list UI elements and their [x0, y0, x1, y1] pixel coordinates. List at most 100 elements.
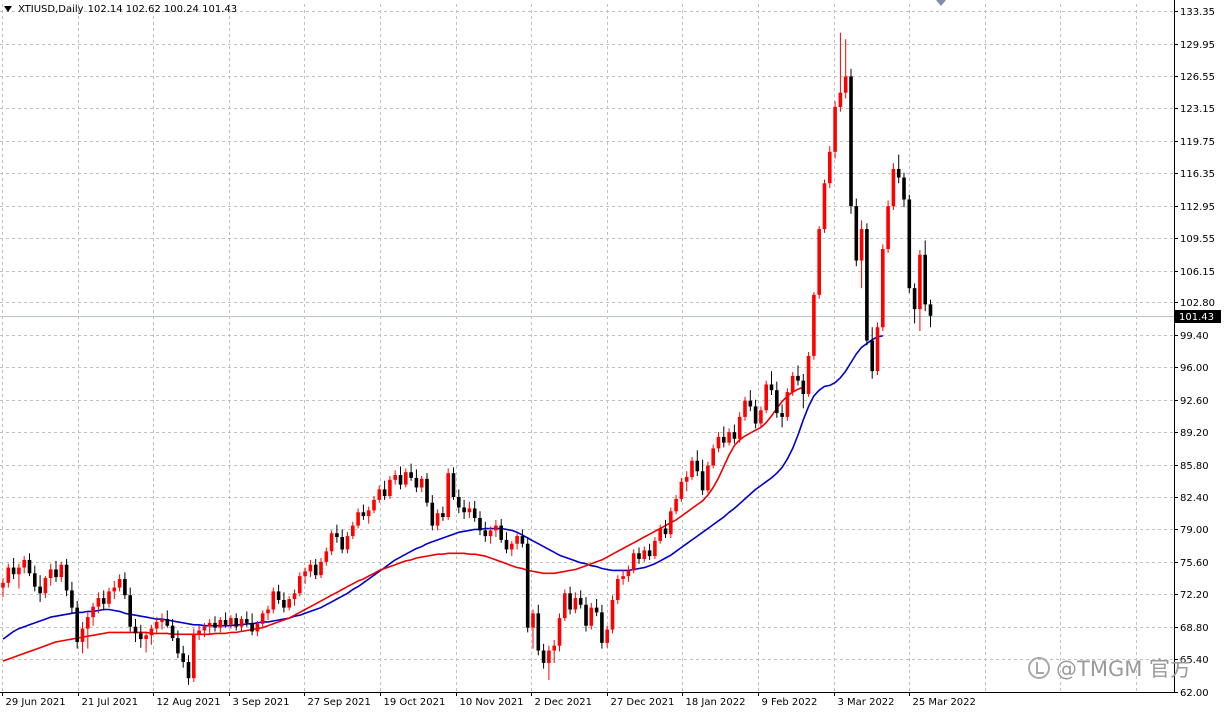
x-tick-label: 2 Dec 2021 — [535, 697, 593, 708]
candle-body — [59, 564, 64, 578]
candle-body — [345, 536, 350, 550]
dropdown-triangle-icon[interactable] — [4, 6, 12, 12]
watermark-text: @TMGM 官方 — [1056, 657, 1192, 681]
bear-candle — [38, 575, 42, 602]
candle-body — [838, 92, 843, 107]
candle-body — [918, 254, 922, 310]
bull-candle — [112, 580, 117, 600]
bear-candle — [234, 613, 238, 631]
candle-body — [870, 340, 874, 372]
candle-body — [404, 472, 408, 485]
bull-candle — [388, 476, 392, 499]
bear-candle — [849, 68, 853, 214]
candle-body — [584, 604, 588, 626]
bull-candle — [711, 444, 715, 469]
candle-body — [594, 607, 599, 613]
bull-candle — [419, 476, 424, 493]
bear-candle — [70, 581, 74, 614]
candle-body — [520, 536, 525, 544]
candle-body — [578, 598, 583, 605]
candle-body — [711, 448, 715, 466]
candle-body — [11, 567, 16, 575]
bear-candle — [139, 624, 143, 648]
candle-body — [48, 569, 53, 579]
candle-body — [912, 288, 917, 310]
bull-candle — [266, 605, 270, 621]
chart-shift-marker-icon[interactable] — [936, 0, 946, 6]
candle-body — [865, 229, 869, 341]
x-tick-label: 3 Sep 2021 — [233, 697, 290, 708]
bear-candle — [33, 565, 37, 592]
candle-body — [790, 375, 795, 393]
bull-candle — [642, 546, 647, 562]
bear-candle — [923, 240, 927, 312]
bull-candle — [891, 163, 896, 210]
candle-body — [22, 559, 26, 568]
candle-body — [923, 254, 927, 305]
candle-body — [504, 539, 509, 550]
bear-candle — [340, 529, 344, 554]
bear-candle — [176, 630, 180, 659]
bull-candle — [393, 470, 397, 485]
y-tick-label: 85.80 — [1180, 461, 1209, 472]
moving-averages — [2, 335, 883, 662]
bull-candle — [843, 39, 848, 99]
bull-candle — [838, 32, 843, 112]
candle-body — [165, 619, 170, 626]
bull-candle — [144, 631, 148, 653]
ohlc-values: 102.14 102.62 100.24 101.43 — [87, 3, 238, 15]
bull-candle — [86, 612, 90, 649]
bull-candle — [510, 540, 514, 557]
bull-candle — [822, 179, 827, 233]
bull-candle — [59, 561, 64, 582]
bull-candle — [817, 226, 821, 299]
candle-body — [833, 106, 837, 152]
candle-body — [653, 540, 657, 557]
candle-body — [669, 511, 673, 535]
bull-candle — [806, 352, 811, 397]
bull-candle — [557, 613, 562, 652]
candle-body — [192, 634, 196, 679]
bear-candle — [525, 537, 530, 633]
bull-candle — [790, 372, 795, 396]
candle-body — [435, 513, 440, 526]
last-price-tag — [1175, 310, 1221, 323]
bear-candle — [504, 532, 509, 554]
candle-body — [170, 625, 175, 639]
y-tick-label: 82.40 — [1180, 493, 1209, 504]
bull-candle — [91, 602, 95, 626]
bull-candle — [764, 380, 768, 414]
candle-body — [743, 400, 747, 417]
candle-body — [674, 498, 678, 512]
bull-candle — [154, 617, 159, 634]
candle-body — [186, 661, 191, 679]
bear-candle — [128, 587, 132, 632]
bull-candle — [329, 530, 334, 556]
candle-body — [896, 168, 901, 178]
bull-candle — [345, 532, 350, 554]
x-tick-label: 27 Dec 2021 — [611, 697, 675, 708]
candle-body — [525, 543, 530, 628]
candle-body — [785, 392, 790, 417]
bear-candle — [748, 390, 753, 412]
y-tick-label: 109.55 — [1180, 234, 1215, 245]
candle-body — [414, 477, 419, 488]
candle-body — [621, 576, 625, 580]
candle-body — [515, 536, 519, 544]
bull-candle — [573, 592, 578, 614]
candle-body — [409, 472, 413, 478]
bear-candle — [896, 154, 901, 184]
candle-body — [536, 613, 541, 651]
bear-candle — [398, 466, 403, 490]
candle-body — [266, 609, 270, 614]
bull-candle — [149, 624, 154, 645]
bear-candle — [425, 473, 429, 507]
bear-candle — [75, 600, 79, 649]
bear-candle — [165, 610, 170, 628]
bear-candle — [382, 480, 387, 500]
bear-candle — [250, 613, 254, 636]
candle-body — [292, 593, 297, 600]
bear-candle — [700, 459, 705, 496]
bull-candle — [616, 575, 620, 604]
